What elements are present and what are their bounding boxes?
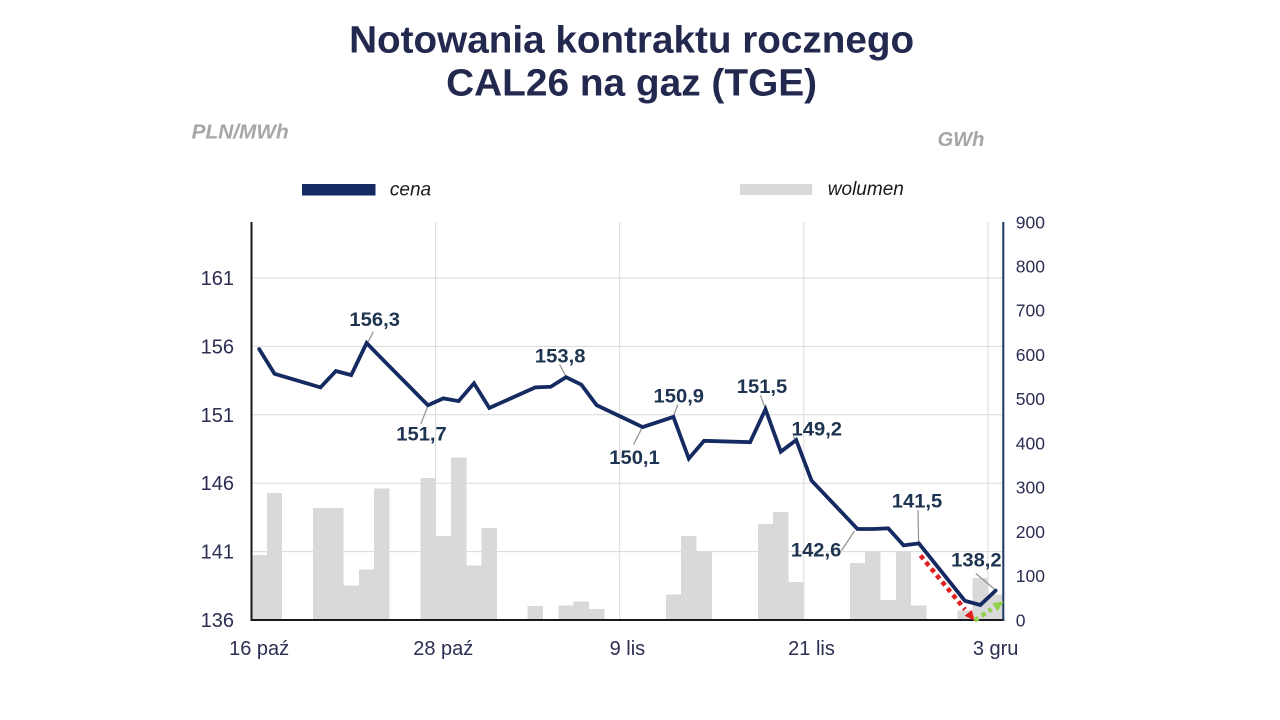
svg-text:156,3: 156,3 bbox=[349, 309, 400, 331]
svg-text:146: 146 bbox=[201, 473, 234, 495]
svg-text:GWh: GWh bbox=[938, 129, 985, 151]
svg-text:CAL26 na gaz (TGE): CAL26 na gaz (TGE) bbox=[446, 62, 817, 104]
svg-text:150,9: 150,9 bbox=[654, 386, 705, 408]
svg-text:Notowania kontraktu rocznego: Notowania kontraktu rocznego bbox=[349, 20, 914, 62]
svg-text:142,6: 142,6 bbox=[791, 540, 842, 562]
svg-text:150,1: 150,1 bbox=[609, 447, 660, 469]
svg-text:3 gru: 3 gru bbox=[973, 638, 1019, 660]
svg-text:156: 156 bbox=[201, 336, 234, 358]
svg-text:cena: cena bbox=[390, 180, 431, 201]
svg-text:16 paź: 16 paź bbox=[229, 638, 289, 660]
svg-text:9 lis: 9 lis bbox=[610, 638, 646, 660]
svg-text:700: 700 bbox=[1016, 301, 1045, 321]
svg-text:400: 400 bbox=[1016, 433, 1045, 453]
svg-text:149,2: 149,2 bbox=[792, 419, 843, 441]
svg-text:151,7: 151,7 bbox=[396, 424, 447, 446]
svg-text:151: 151 bbox=[201, 405, 234, 427]
svg-text:138,2: 138,2 bbox=[951, 550, 1002, 572]
svg-text:500: 500 bbox=[1016, 389, 1045, 409]
svg-text:21 lis: 21 lis bbox=[788, 638, 835, 660]
svg-text:136: 136 bbox=[201, 610, 234, 632]
svg-text:0: 0 bbox=[1016, 610, 1026, 630]
svg-text:PLN/MWh: PLN/MWh bbox=[192, 122, 289, 144]
svg-text:153,8: 153,8 bbox=[535, 346, 586, 368]
svg-text:600: 600 bbox=[1016, 345, 1045, 365]
svg-text:100: 100 bbox=[1016, 566, 1045, 586]
svg-text:161: 161 bbox=[201, 268, 234, 290]
svg-text:151,5: 151,5 bbox=[737, 376, 788, 398]
svg-text:800: 800 bbox=[1016, 257, 1045, 277]
svg-text:wolumen: wolumen bbox=[828, 179, 904, 200]
svg-text:900: 900 bbox=[1016, 212, 1045, 232]
svg-text:141,5: 141,5 bbox=[892, 491, 943, 513]
svg-text:200: 200 bbox=[1016, 522, 1045, 542]
svg-text:28 paź: 28 paź bbox=[413, 638, 473, 660]
svg-text:300: 300 bbox=[1016, 478, 1045, 498]
svg-text:141: 141 bbox=[201, 542, 234, 564]
